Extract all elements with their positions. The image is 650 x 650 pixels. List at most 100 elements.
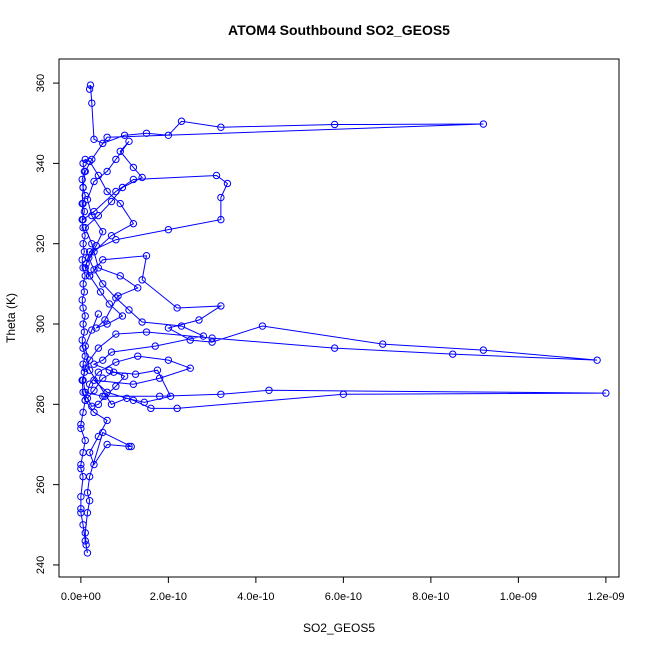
data-point [103, 388, 111, 396]
data-point [99, 374, 107, 382]
data-point [99, 256, 107, 264]
data-point [112, 236, 120, 244]
data-point [79, 388, 87, 396]
data-point [330, 344, 339, 352]
data-point [330, 120, 339, 129]
data-point [78, 215, 86, 224]
x-tick-label: 8.0e-10 [412, 591, 449, 603]
x-tick-label: 1.2e-09 [587, 591, 624, 603]
data-point [223, 179, 232, 188]
data-point [479, 120, 488, 128]
data-point [77, 460, 85, 469]
data-point [134, 352, 142, 360]
data-point [77, 509, 85, 517]
data-point [107, 231, 116, 240]
data-point [88, 326, 96, 334]
data-point [78, 296, 86, 304]
data-point [129, 219, 138, 228]
data-point [127, 442, 135, 451]
data-point [90, 386, 98, 394]
data-point [94, 432, 103, 441]
data-point [112, 294, 120, 302]
data-point [195, 316, 203, 324]
data-point [112, 155, 120, 164]
data-point [217, 302, 225, 310]
data-point [125, 137, 133, 146]
data-point [78, 376, 86, 384]
data-point [166, 392, 175, 400]
data-point [83, 394, 92, 403]
x-tick-label: 1.0e-09 [500, 591, 537, 603]
x-axis-label: SO2_GEOS5 [303, 621, 375, 635]
data-point [81, 223, 89, 232]
data-point [142, 129, 151, 137]
data-point [77, 420, 85, 429]
data-point [90, 266, 98, 274]
data-point [79, 199, 87, 208]
data-point [85, 272, 94, 280]
data-point [85, 356, 94, 364]
x-tick-label: 4.0e-10 [237, 591, 274, 603]
data-point [81, 537, 89, 545]
data-point [80, 167, 89, 176]
series-layer [77, 81, 610, 557]
data-point [78, 256, 86, 264]
data-point [593, 356, 601, 364]
data-point [79, 223, 87, 232]
data-point [99, 356, 107, 364]
data-point [85, 366, 94, 374]
data-point [258, 322, 267, 330]
data-point [79, 304, 87, 312]
data-point [164, 131, 173, 139]
y-tick-label: 340 [35, 154, 47, 172]
data-point [112, 187, 120, 196]
data-point [83, 488, 92, 497]
data-point [217, 193, 225, 202]
data-point [78, 336, 86, 344]
data-point [125, 442, 133, 451]
data-point [129, 175, 138, 184]
data-point [138, 276, 146, 284]
data-point [138, 318, 146, 326]
data-point [186, 336, 194, 344]
data-point [99, 139, 107, 148]
data-point [90, 376, 98, 384]
data-point [81, 342, 89, 350]
data-point [99, 227, 107, 236]
data-point [79, 360, 87, 368]
data-point [339, 390, 348, 398]
data-point [105, 300, 114, 308]
data-point [142, 252, 151, 260]
data-point [90, 135, 98, 144]
data-point [101, 392, 109, 400]
data-point [112, 330, 120, 338]
y-tick-label: 320 [35, 235, 47, 253]
data-point [129, 163, 138, 172]
x-axis: 0.0e+00 2.0e-10 4.0e-10 6.0e-10 8.0e-10 1.0e-… [61, 576, 625, 603]
data-point [85, 497, 94, 505]
data-point [88, 402, 96, 411]
data-point [217, 123, 225, 131]
data-point [109, 368, 118, 376]
data-point [90, 207, 98, 216]
data-point [103, 416, 111, 425]
data-point [90, 360, 98, 368]
y-axis-label: Theta (K) [4, 293, 18, 343]
data-point [123, 394, 131, 403]
data-point [134, 284, 142, 292]
chart-title: ATOM4 Southbound SO2_GEOS5 [228, 22, 450, 38]
data-point [86, 81, 95, 89]
data-point [80, 328, 89, 336]
data-point [81, 191, 89, 200]
data-point [265, 386, 273, 394]
data-point [83, 195, 92, 204]
data-point [79, 280, 87, 288]
data-point [79, 448, 87, 457]
data-point [85, 380, 94, 388]
data-point [186, 364, 194, 372]
data-point [112, 358, 120, 366]
data-point [94, 310, 103, 318]
data-point [173, 304, 181, 312]
data-point [96, 288, 105, 296]
data-point [155, 374, 164, 382]
